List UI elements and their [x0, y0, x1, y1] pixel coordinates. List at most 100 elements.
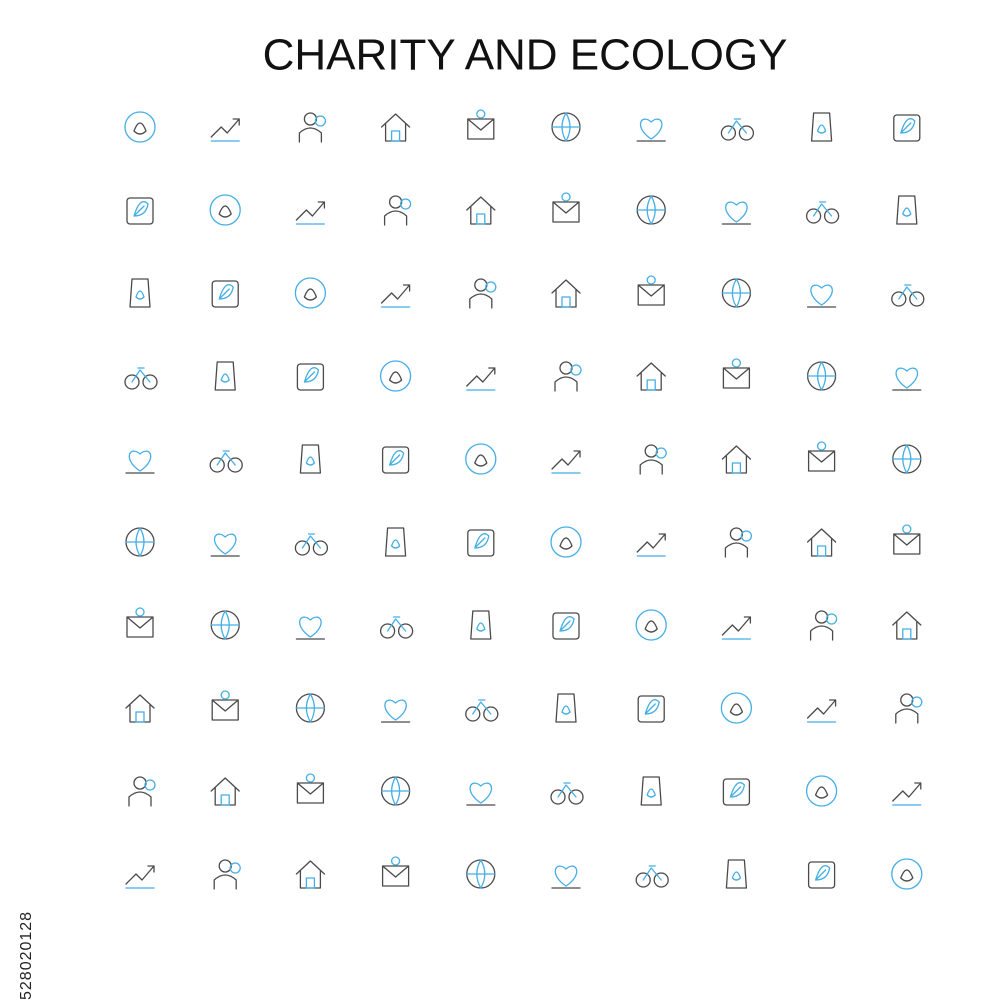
- title: CHARITY AND ECOLOGY: [263, 31, 788, 80]
- icon-stroke: [561, 705, 571, 715]
- icon-stroke: [218, 284, 234, 300]
- icon-stroke: [740, 530, 753, 542]
- icon: [893, 114, 921, 142]
- icon-stroke: [465, 706, 481, 722]
- icon: [896, 195, 918, 225]
- icon-stroke: [893, 114, 921, 142]
- icon-stroke: [646, 379, 656, 391]
- icon-stroke: [720, 125, 737, 141]
- icon-stroke: [725, 201, 748, 223]
- icon-stroke: [825, 613, 838, 625]
- icon-stroke: [807, 450, 836, 472]
- icon-stroke: [466, 367, 496, 387]
- icon-stroke: [637, 284, 665, 306]
- icon-stroke: [390, 539, 401, 549]
- icon-stroke: [209, 194, 241, 226]
- icon: [725, 859, 748, 889]
- icon-stroke: [218, 205, 232, 218]
- icon-stroke: [469, 293, 493, 309]
- icon-stroke: [551, 112, 581, 142]
- icon: [807, 861, 836, 889]
- icon-stroke: [816, 441, 827, 451]
- icon: [807, 441, 836, 472]
- icon: [295, 693, 326, 723]
- icon-stroke: [299, 444, 322, 474]
- icon-stroke: [636, 195, 666, 225]
- icon: [296, 363, 325, 391]
- icon: [810, 112, 833, 142]
- icon-stroke: [559, 537, 573, 550]
- icon-stroke: [124, 374, 140, 390]
- icon: [722, 778, 751, 806]
- icon-stroke: [902, 524, 912, 534]
- icon: [295, 616, 326, 640]
- icon-stroke: [900, 869, 914, 882]
- icon-stroke: [220, 794, 230, 806]
- icon-stroke: [128, 450, 152, 472]
- icon-stroke: [636, 533, 666, 553]
- icon-stroke: [210, 118, 240, 138]
- icon-stroke: [295, 693, 326, 723]
- icon: [806, 284, 837, 308]
- icon-stroke: [724, 542, 749, 558]
- icon-stroke: [485, 281, 497, 293]
- icon: [470, 610, 492, 640]
- icon-stroke: [472, 699, 492, 715]
- icon: [637, 695, 665, 723]
- icon-stroke: [810, 112, 833, 142]
- icon-stroke: [384, 527, 407, 557]
- icon-stroke: [902, 628, 912, 640]
- icon: [129, 278, 151, 308]
- icon: [125, 865, 155, 889]
- icon-stroke: [812, 201, 833, 217]
- icon-stroke: [126, 616, 154, 638]
- icon-stroke: [381, 865, 410, 887]
- icon: [379, 616, 414, 639]
- icon-stroke: [465, 443, 497, 475]
- icon-stroke: [805, 208, 822, 224]
- icon-stroke: [474, 533, 490, 549]
- icon-stroke: [721, 616, 752, 636]
- icon: [296, 773, 325, 804]
- icon-stroke: [814, 786, 829, 799]
- icon: [213, 859, 241, 890]
- icon: [806, 361, 837, 391]
- icon: [211, 280, 239, 308]
- icon-stroke: [386, 616, 407, 632]
- icon: [635, 865, 669, 888]
- icon: [380, 776, 411, 806]
- icon: [211, 690, 239, 721]
- icon: [721, 201, 752, 225]
- icon-stroke: [911, 696, 923, 708]
- icon: [380, 113, 411, 142]
- icon-stroke: [383, 210, 408, 226]
- icon: [893, 524, 921, 555]
- icon-stroke: [476, 622, 486, 632]
- icon-stroke: [314, 115, 327, 127]
- icon: [552, 612, 580, 640]
- icon: [720, 118, 755, 141]
- icon-stroke: [568, 789, 584, 805]
- icon-stroke: [216, 450, 236, 466]
- icon-stroke: [390, 130, 401, 142]
- icon-stroke: [211, 699, 239, 721]
- icon-stroke: [891, 291, 907, 307]
- icon-stroke: [554, 865, 578, 887]
- icon: [551, 865, 581, 889]
- icon-stroke: [135, 290, 145, 300]
- icon-stroke: [220, 690, 230, 700]
- icon-stroke: [640, 118, 663, 140]
- icon-stroke: [133, 122, 147, 135]
- icon-stroke: [550, 526, 582, 558]
- icon-stroke: [816, 124, 827, 134]
- icon: [383, 195, 412, 226]
- icon-stroke: [301, 533, 322, 549]
- icon-stroke: [731, 871, 742, 881]
- icon-stroke: [124, 111, 156, 143]
- icon-stroke: [552, 201, 580, 223]
- icon-stroke: [135, 607, 145, 617]
- icon: [294, 277, 327, 309]
- icon-stroke: [806, 699, 837, 719]
- icon-stroke: [550, 789, 566, 805]
